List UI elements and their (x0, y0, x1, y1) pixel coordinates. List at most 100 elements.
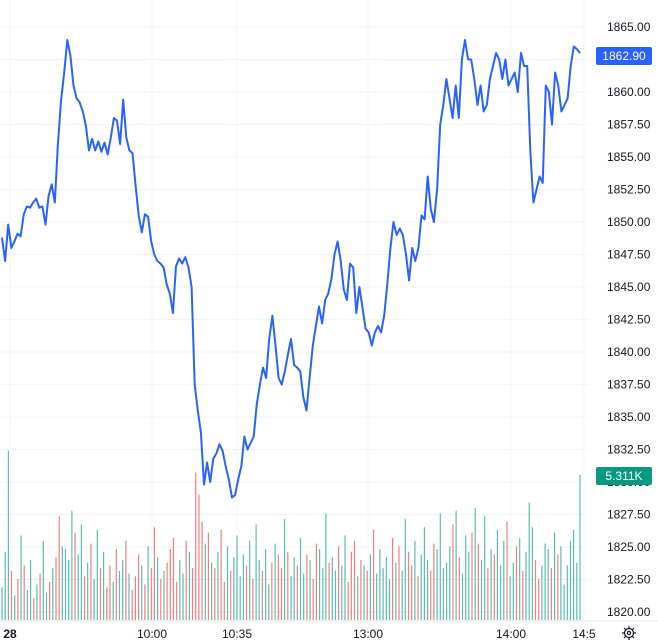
volume-bar (331, 557, 333, 620)
volume-bar (201, 521, 203, 620)
volume-bar (198, 494, 200, 620)
volume-bar (172, 538, 175, 620)
volume-bar (245, 565, 248, 620)
volume-bar (531, 527, 533, 620)
volume-bar (74, 532, 76, 620)
volume-bar (261, 570, 263, 620)
volume-bar (407, 551, 410, 620)
volume-bar (347, 581, 349, 620)
volume-bar (242, 554, 244, 620)
volume-bar (404, 519, 406, 620)
volume-bar (30, 559, 32, 620)
volume-bar (449, 546, 451, 620)
volume-bar (84, 576, 86, 620)
volume-bar (512, 562, 514, 620)
volume-bar (477, 543, 479, 620)
volume-bar (58, 516, 60, 620)
volume-bar (579, 475, 581, 620)
y-tick-label: 1855.00 (607, 150, 651, 164)
volume-bar (252, 579, 254, 620)
volume-bar (122, 559, 124, 620)
volume-bar (80, 524, 82, 620)
volume-bar (141, 565, 143, 620)
price-axis[interactable]: 1865.001862.501860.001857.501855.001852.… (607, 20, 651, 619)
volume-bar (17, 579, 19, 620)
volume-bar (131, 590, 133, 620)
volume-bar (20, 535, 22, 620)
volume-bar (90, 543, 92, 620)
volume-bar (280, 568, 283, 620)
volume-bar (55, 557, 57, 620)
volume-bar (33, 598, 35, 620)
time-axis[interactable]: 28 10:00 10:35 13:00 14:00 14:5 (0, 620, 658, 641)
volume-bar (45, 592, 48, 620)
volume-bar (455, 510, 457, 620)
x-tick-label: 14:5 (572, 627, 596, 641)
volume-bar (547, 549, 549, 620)
volume-bar (480, 559, 483, 620)
y-tick-label: 1842.50 (607, 313, 651, 327)
volume-bar (442, 568, 444, 620)
volume-bar (204, 543, 206, 620)
volume-bar (176, 581, 178, 620)
volume-bar (99, 568, 102, 620)
volume-bar (299, 538, 302, 620)
y-tick-label: 1865.00 (607, 20, 651, 34)
volume-bar (306, 554, 308, 620)
last-price-badge: 1862.90 (596, 47, 652, 65)
price-line-group (1, 39, 581, 499)
volume-bar (554, 532, 556, 620)
volume-bar (118, 570, 121, 620)
volume-bar (576, 562, 578, 620)
volume-bar (52, 568, 54, 620)
volume-bar (290, 576, 292, 620)
volume-bar (211, 562, 213, 620)
volume-bar (284, 519, 286, 620)
volume-bar (569, 540, 572, 620)
volume-bar (236, 535, 238, 620)
volume-bar (366, 570, 368, 620)
volume-bar (357, 576, 359, 620)
volume-bar (258, 559, 260, 620)
volume-bar (4, 551, 6, 620)
x-tick-label: 10:00 (137, 627, 167, 641)
volume-bar (188, 551, 190, 620)
volume-bar (430, 570, 432, 620)
volume-bar (7, 450, 9, 620)
volume-bar (128, 573, 130, 620)
volume-bar (255, 524, 257, 620)
volume-bar (423, 527, 425, 620)
volume-bar (103, 551, 105, 620)
volume-bar (420, 554, 422, 620)
volume-bar (484, 516, 486, 620)
y-tick-label: 1837.50 (607, 378, 651, 392)
volume-bar (341, 565, 343, 620)
volume-bar (182, 573, 184, 620)
volume-bar (506, 521, 508, 620)
volume-bar (328, 562, 330, 620)
gear-icon[interactable] (622, 626, 636, 640)
volume-bar (179, 559, 181, 620)
volume-bar (220, 529, 222, 620)
volume-bar (411, 565, 413, 620)
volume-bar (541, 565, 543, 620)
volume-bar (268, 584, 270, 620)
volume-bar (265, 549, 267, 620)
volume-bar (382, 568, 384, 620)
volume-bar (312, 579, 314, 620)
volume-bar (23, 565, 25, 620)
volume-bar (538, 579, 540, 620)
y-tick-label: 1835.00 (607, 410, 651, 424)
volume-bar (249, 540, 251, 620)
volume-bar (309, 559, 311, 620)
volume-bar (191, 568, 194, 620)
volume-bar (64, 549, 67, 620)
y-tick-label: 1850.00 (607, 215, 651, 229)
volume-bar (496, 529, 498, 620)
volume-bar (452, 524, 454, 620)
volume-bar (522, 570, 524, 620)
volume-bar (160, 579, 162, 620)
volume-bar (157, 557, 159, 620)
volume-bar (401, 570, 403, 620)
